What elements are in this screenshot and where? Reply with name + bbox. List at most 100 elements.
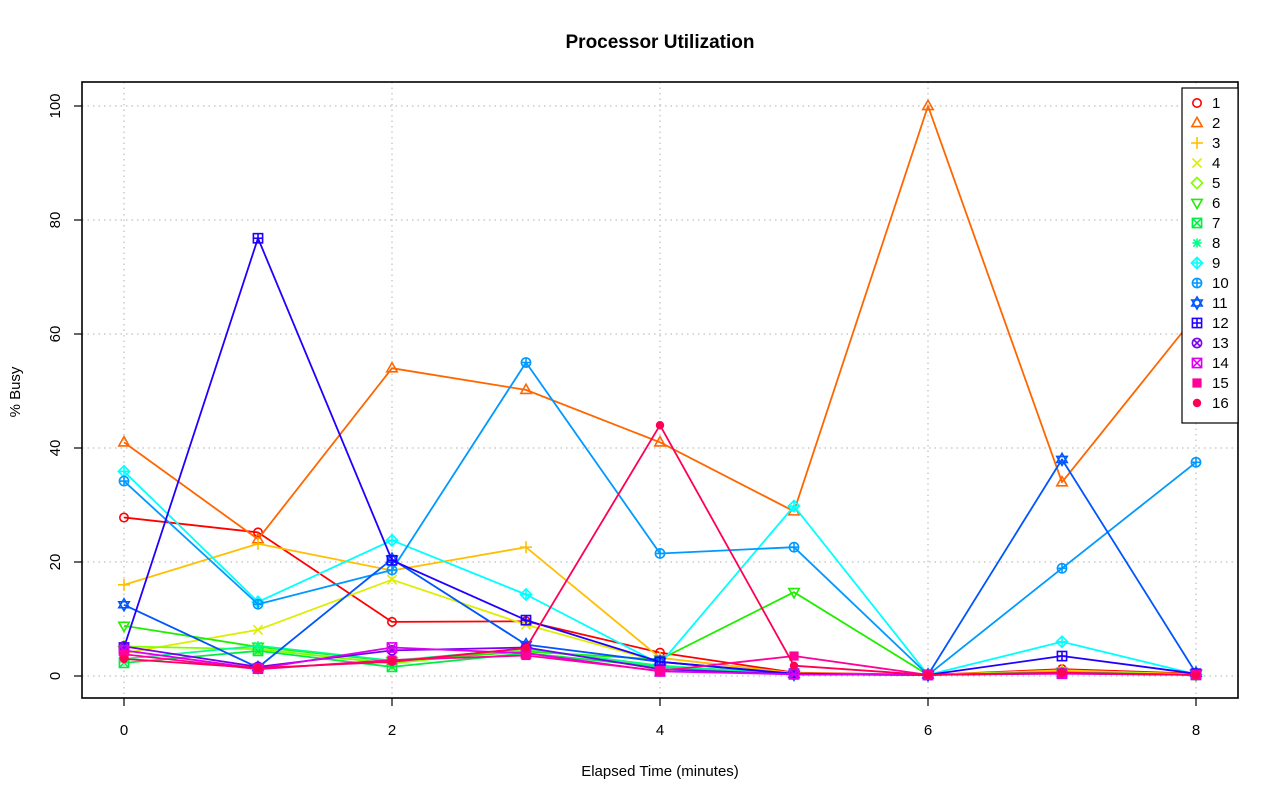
legend-label: 2: [1212, 115, 1220, 132]
data-point-series-16: [387, 657, 397, 666]
data-point-series-15: [655, 666, 665, 676]
y-tick-label: 60: [47, 326, 64, 343]
data-point-series-2: [921, 98, 935, 111]
series-line-2: [123, 105, 1197, 541]
data-point-series-12: [520, 614, 532, 626]
legend-item-12: 12: [1191, 315, 1229, 332]
data-point-series-8: [253, 641, 263, 651]
legend-label: 13: [1212, 335, 1229, 352]
y-tick-label: 40: [47, 440, 64, 457]
legend-label: 11: [1212, 295, 1228, 312]
legend-item-6: 6: [1190, 195, 1220, 212]
legend-symbol-12: [1191, 317, 1203, 329]
data-point-series-2: [519, 382, 533, 395]
data-point-series-10: [1190, 456, 1202, 468]
data-point-series-1: [119, 512, 130, 523]
data-point-series-2: [117, 435, 131, 447]
legend-label: 3: [1212, 135, 1220, 152]
legend-symbol-16: [1192, 398, 1202, 408]
legend-item-14: 14: [1191, 355, 1229, 372]
legend-symbol-10: [1191, 277, 1203, 289]
data-point-series-6: [787, 587, 801, 600]
legend-label: 5: [1212, 175, 1220, 192]
series-layer: [117, 98, 1203, 683]
legend-symbol-11: [1190, 295, 1204, 311]
data-point-series-2: [385, 360, 399, 373]
y-axis-label: % Busy: [7, 366, 24, 417]
legend-label: 10: [1212, 275, 1229, 292]
y-tick-label: 100: [47, 93, 64, 118]
data-point-series-2: [653, 435, 667, 447]
legend-symbol-5: [1190, 176, 1204, 190]
data-point-series-9: [385, 533, 399, 548]
data-point-series-9: [1055, 635, 1069, 649]
legend-item-9: 9: [1190, 255, 1220, 272]
data-point-series-10: [788, 541, 800, 553]
data-point-series-10: [252, 598, 264, 610]
legend-item-3: 3: [1191, 135, 1220, 152]
data-point-series-16: [923, 670, 933, 680]
data-point-series-16: [521, 643, 531, 653]
data-point-series-15: [789, 651, 799, 661]
x-tick-label: 2: [388, 722, 396, 739]
y-tick-label: 80: [47, 212, 64, 229]
legend-item-15: 15: [1192, 375, 1229, 392]
data-point-series-1: [386, 616, 397, 627]
data-point-series-12: [1056, 650, 1068, 662]
data-point-series-11: [117, 597, 131, 613]
x-tick-label: 8: [1192, 722, 1200, 739]
legend-item-10: 10: [1191, 275, 1229, 292]
x-tick-label: 6: [924, 722, 932, 739]
legend-symbol-4: [1191, 157, 1203, 169]
data-point-series-2: [1055, 474, 1069, 487]
data-point-series-10: [118, 475, 130, 487]
data-point-series-1: [253, 527, 264, 538]
data-point-series-4: [386, 574, 398, 585]
legend-symbol-1: [1192, 98, 1203, 109]
legend-symbol-8: [1192, 238, 1202, 248]
chart-title: Processor Utilization: [566, 32, 755, 53]
data-point-series-10: [520, 357, 532, 368]
legend-label: 6: [1212, 195, 1220, 212]
legend-item-4: 4: [1191, 155, 1220, 172]
legend-item-2: 2: [1190, 115, 1220, 132]
legend-item-8: 8: [1192, 235, 1220, 252]
legend-label: 7: [1212, 215, 1220, 232]
legend-label: 15: [1212, 375, 1229, 392]
data-point-series-6: [117, 621, 131, 634]
legend-label: 12: [1212, 315, 1229, 332]
y-tick-label: 0: [47, 672, 64, 680]
legend-item-11: 11: [1190, 295, 1228, 312]
data-point-series-9: [519, 587, 533, 602]
data-point-series-11: [1055, 451, 1069, 467]
data-point-series-16: [119, 654, 129, 664]
legend-symbol-2: [1190, 115, 1204, 128]
series-16: [119, 421, 1201, 680]
data-point-series-16: [253, 663, 263, 673]
legend-symbol-7: [1191, 217, 1203, 229]
legend-symbol-3: [1191, 137, 1203, 149]
data-point-series-3: [520, 541, 532, 554]
series-10: [118, 357, 1202, 681]
legend-label: 8: [1212, 235, 1220, 252]
legend-symbol-15: [1192, 378, 1202, 388]
legend-symbol-6: [1190, 198, 1204, 211]
data-point-series-15: [521, 650, 531, 661]
data-point-series-10: [654, 548, 666, 559]
y-tick-label: 20: [47, 554, 64, 571]
data-point-series-16: [1191, 670, 1201, 680]
data-point-series-16: [789, 661, 799, 670]
legend-label: 14: [1212, 355, 1229, 372]
x-tick-label: 4: [656, 722, 664, 739]
data-point-series-12: [386, 554, 398, 566]
data-point-series-3: [252, 537, 264, 550]
legend-label: 4: [1212, 155, 1220, 172]
legend-item-16: 16: [1192, 395, 1229, 412]
legend-label: 1: [1212, 95, 1220, 112]
data-point-series-4: [252, 624, 264, 635]
